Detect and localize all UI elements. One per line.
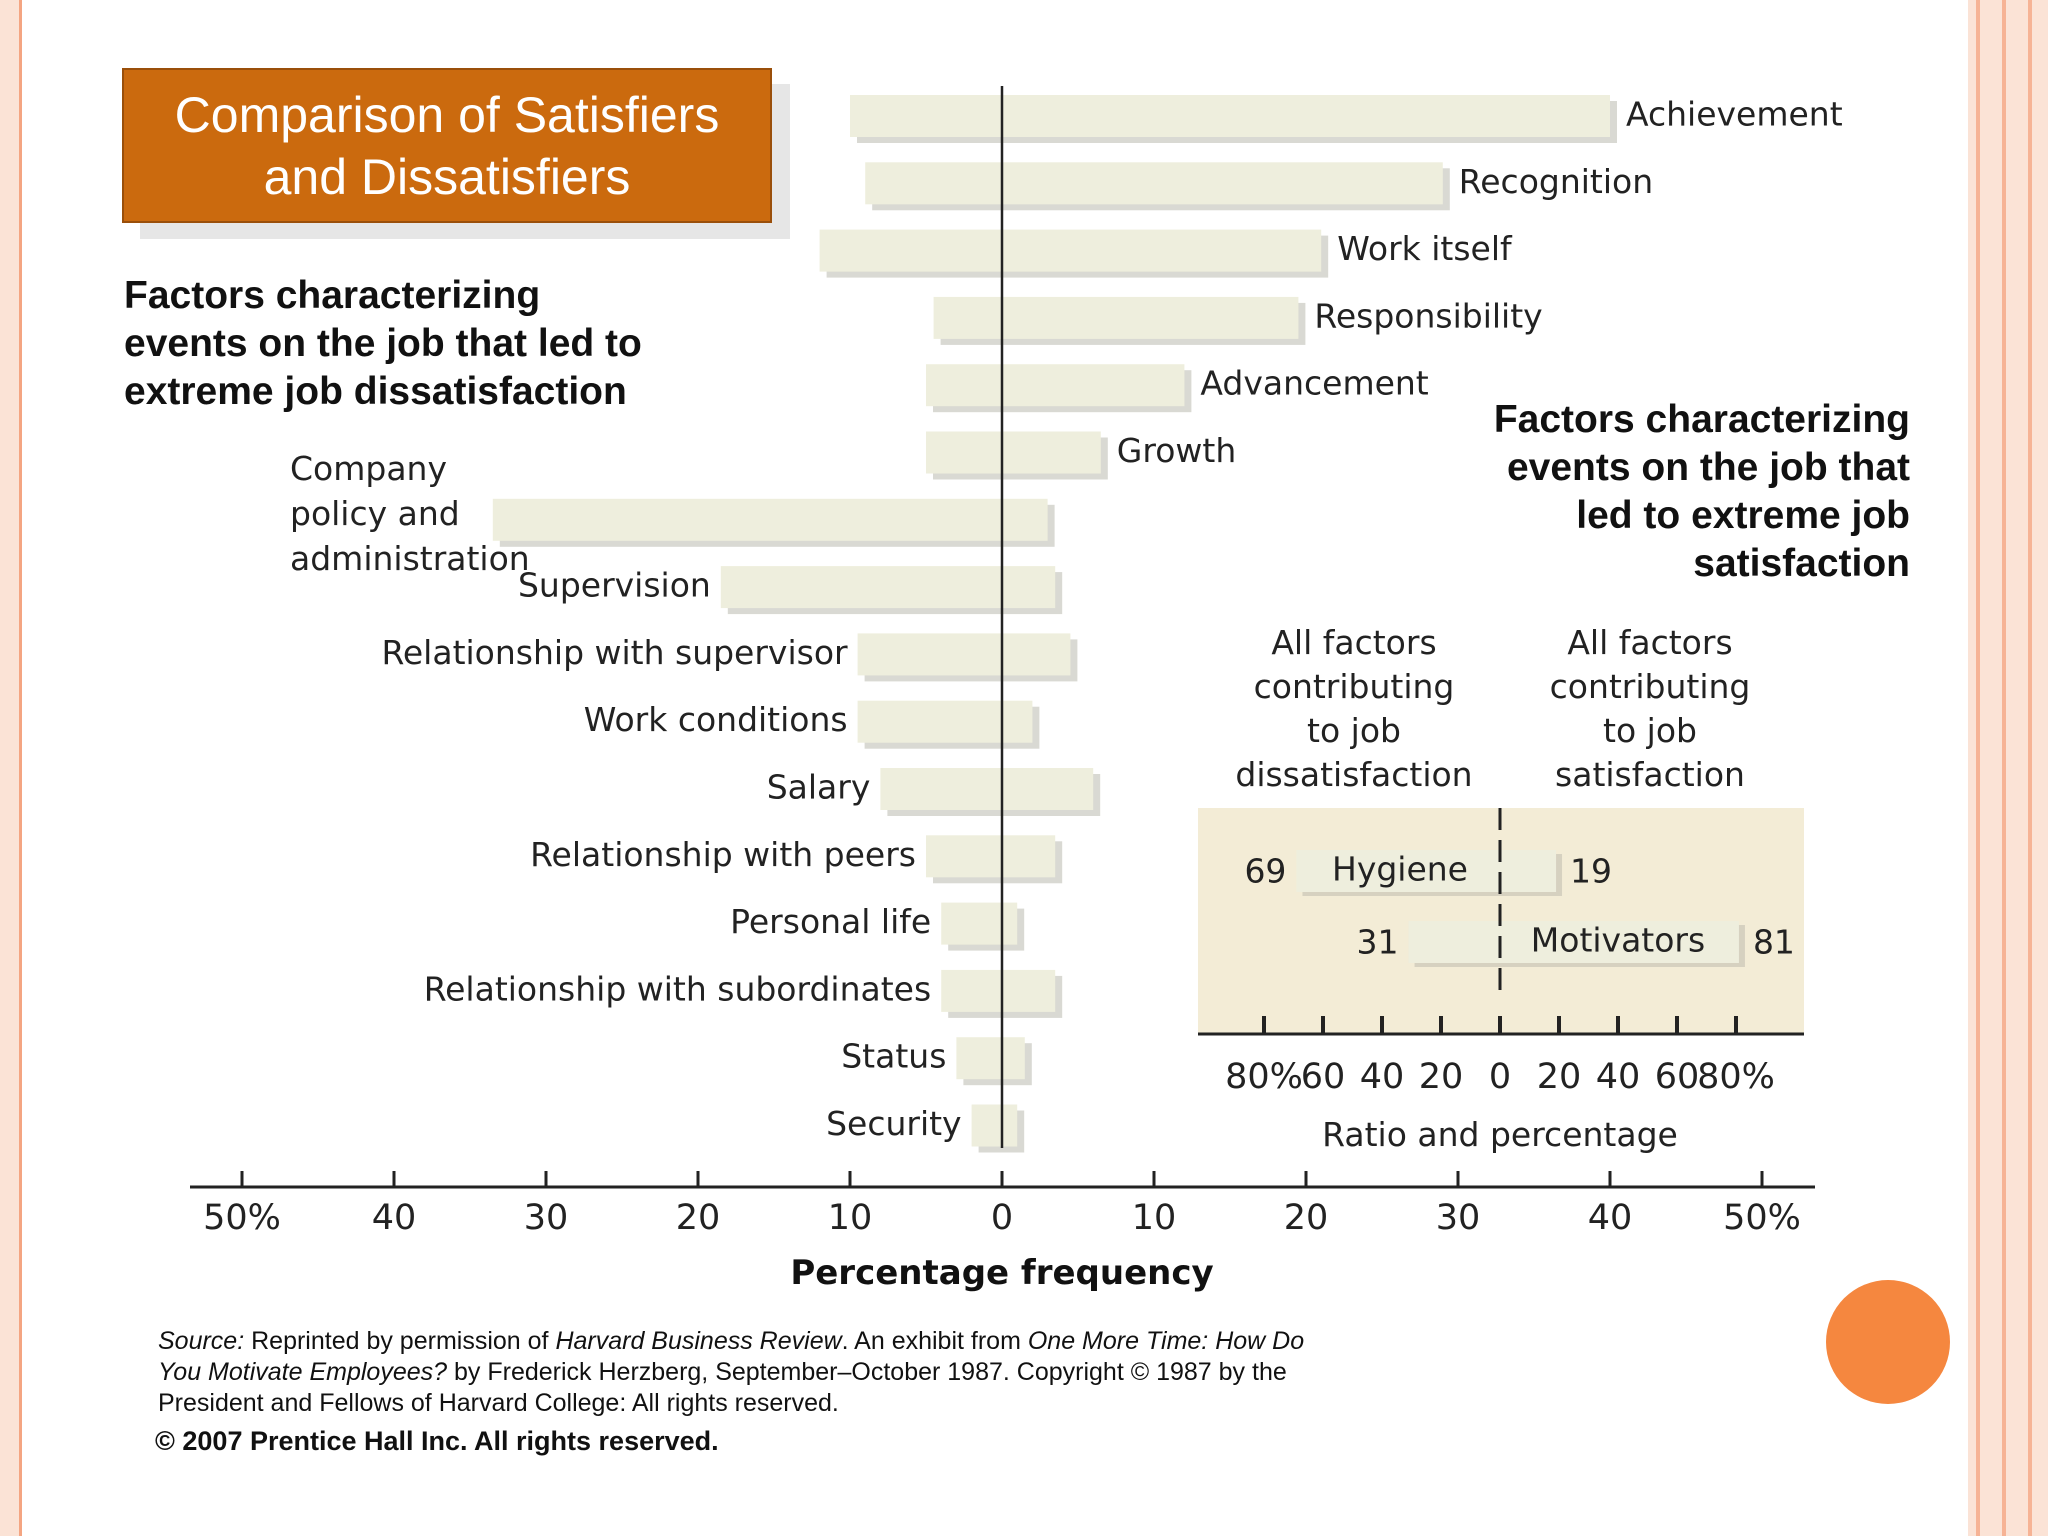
source-label: Source:: [158, 1327, 245, 1355]
factor-label: Achievement: [1626, 95, 1843, 134]
factor-label: Personal life: [730, 902, 931, 941]
factor-label: Salary: [767, 768, 871, 807]
inset-satisfaction-value: 19: [1570, 852, 1612, 891]
factor-bar: [941, 902, 1018, 945]
factor-label: Relationship with supervisor: [381, 633, 848, 672]
source-text-3: by Frederick Herzberg, September–October…: [158, 1358, 1287, 1417]
factor-bar: [880, 768, 1094, 810]
factor-label: Company policy and administration: [290, 449, 530, 578]
main-x-axis: 50% 40 30 20 10 0 10 20 30 40 50%: [190, 1171, 1815, 1238]
factor-label: Growth: [1117, 431, 1236, 470]
factor-label: Status: [841, 1037, 946, 1076]
inset-satisfaction-caption: All factors contributing to job satisfactio…: [1550, 623, 1751, 794]
source-text-2: . An exhibit from: [841, 1327, 1028, 1355]
factor-bar: [926, 431, 1101, 474]
inset-x-tick-label: 60: [1301, 1057, 1346, 1097]
factor-label: Relationship with peers: [530, 835, 916, 874]
factor-label: Work conditions: [584, 700, 848, 739]
inset-x-tick-label: 80%: [1697, 1057, 1775, 1097]
main-chart-bars: [492, 95, 1617, 1153]
factor-bar: [971, 1104, 1018, 1147]
factor-label: Recognition: [1459, 162, 1653, 201]
satisfaction-heading: Factors characterizing events on the job…: [1493, 398, 1910, 585]
inset-x-tick-label: 60: [1655, 1057, 1700, 1097]
factor-bar: [857, 633, 1071, 676]
inset-x-tick-label: 40: [1360, 1057, 1405, 1097]
slide-left-border: [0, 0, 22, 1536]
factor-bar: [926, 835, 1056, 878]
inset-satisfaction-value: 81: [1753, 923, 1795, 962]
factor-bar: [933, 296, 1299, 339]
factor-bar: [720, 566, 1056, 609]
factor-label: Responsibility: [1314, 296, 1542, 335]
source-text-1: Reprinted by permission of: [244, 1327, 556, 1355]
inset-x-tick-label: 0: [1489, 1057, 1511, 1097]
copyright-notice: © 2007 Prentice Hall Inc. All rights res…: [155, 1426, 719, 1456]
main-x-tick-label: 10: [1132, 1198, 1177, 1238]
factor-bar: [492, 498, 1048, 541]
factor-label: Work itself: [1337, 229, 1513, 268]
factor-bar: [850, 95, 1610, 137]
inset-dissatisfaction-caption: All factors contributing to job dissatisfac…: [1235, 623, 1472, 794]
main-x-tick-label: 50%: [203, 1198, 281, 1238]
main-x-tick-label: 30: [524, 1198, 569, 1238]
inset-x-tick-label: 80%: [1225, 1057, 1303, 1097]
inset-bar-hygiene: [1296, 850, 1557, 892]
inset-category-label: Hygiene: [1332, 850, 1468, 889]
slide-right-border: [1968, 0, 2048, 1536]
factor-bar: [865, 162, 1443, 205]
inset-dissatisfaction-value: 69: [1244, 852, 1286, 891]
source-publication: Harvard Business Review: [555, 1327, 842, 1355]
factor-label: Relationship with subordinates: [424, 969, 932, 1008]
main-x-tick-label: 50%: [1723, 1198, 1801, 1238]
inset-category-label: Motivators: [1531, 921, 1705, 960]
main-x-tick-label: 30: [1436, 1198, 1481, 1238]
factor-label: Supervision: [518, 566, 711, 605]
main-x-tick-label: 0: [991, 1198, 1013, 1238]
main-x-axis-title: Percentage frequency: [790, 1253, 1213, 1293]
inset-x-tick-label: 20: [1419, 1057, 1464, 1097]
inset-x-tick-label: 40: [1596, 1057, 1641, 1097]
main-x-tick-label: 20: [676, 1198, 721, 1238]
inset-chart: All factors contributing to job dissatisfac…: [1198, 623, 1804, 1154]
inset-dissatisfaction-value: 31: [1357, 923, 1399, 962]
factor-bar: [857, 700, 1033, 743]
factor-label: Advancement: [1200, 364, 1428, 403]
dissatisfaction-heading: Factors characterizing events on the job…: [124, 274, 642, 413]
decorative-circle-icon: [1826, 1280, 1950, 1404]
inset-x-axis-title: Ratio and percentage: [1322, 1115, 1678, 1154]
source-citation: Source: Reprinted by permission of Harva…: [158, 1326, 1308, 1419]
factor-label: Security: [826, 1104, 962, 1143]
source-article: One More Time: How Do You Motivate Emplo…: [158, 1327, 1305, 1386]
inset-bar-motivators: [1408, 921, 1739, 963]
inset-x-tick-label: 20: [1537, 1057, 1582, 1097]
main-x-tick-label: 20: [1284, 1198, 1329, 1238]
main-x-tick-label: 40: [372, 1198, 417, 1238]
main-x-tick-label: 40: [1588, 1198, 1633, 1238]
slide-title: Comparison of Satisfiers and Dissatisfie…: [122, 68, 772, 223]
factor-bar: [956, 1037, 1025, 1080]
factor-bar: [819, 229, 1322, 272]
factor-bar: [926, 364, 1185, 407]
main-x-tick-label: 10: [828, 1198, 873, 1238]
factor-bar: [941, 969, 1056, 1012]
main-chart-factor-labels: Achievement Recognition Work itself Respons…: [290, 95, 1843, 1144]
